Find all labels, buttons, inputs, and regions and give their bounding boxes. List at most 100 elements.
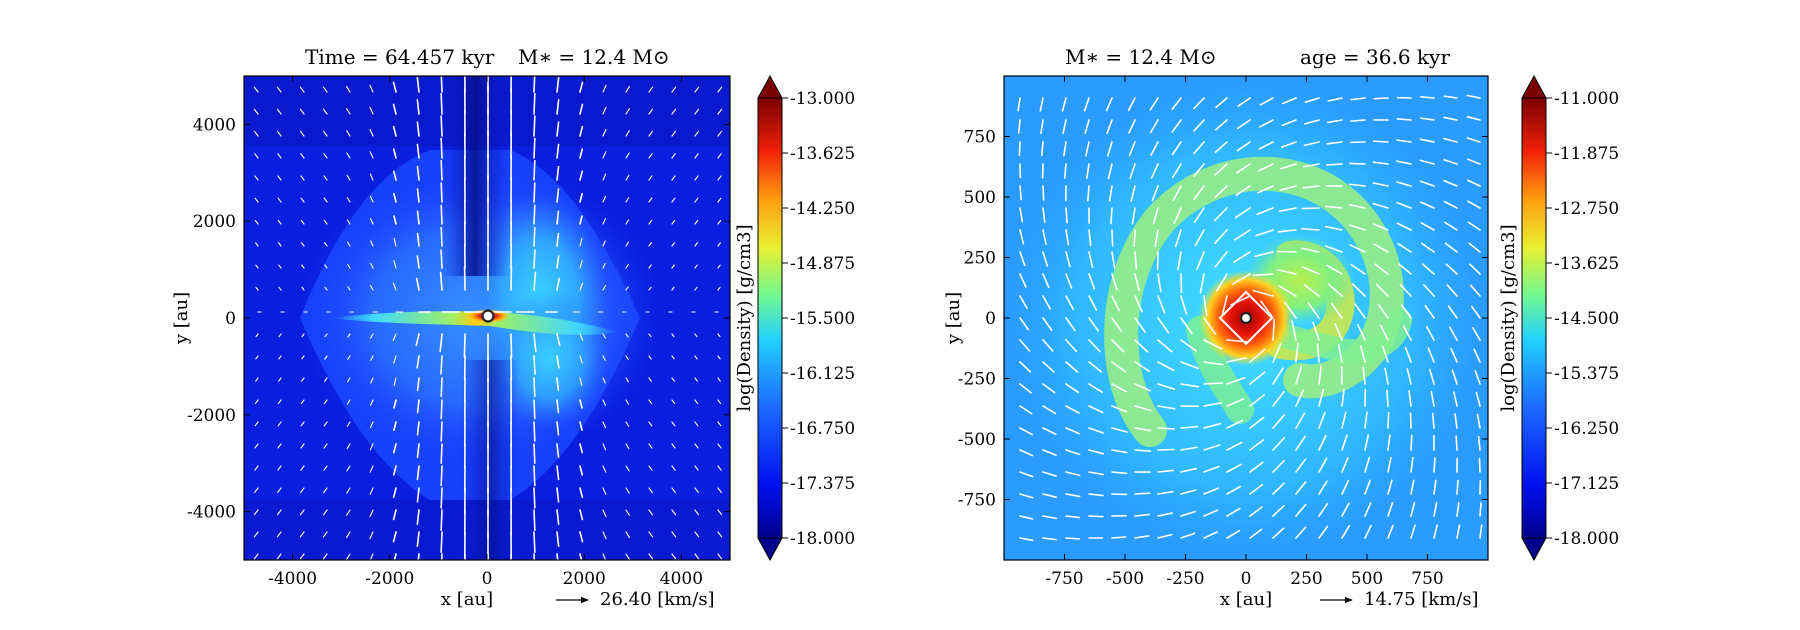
velocity-vector	[254, 487, 259, 494]
velocity-vector	[717, 531, 723, 538]
velocity-vector	[1065, 405, 1080, 414]
velocity-vector	[440, 553, 443, 560]
velocity-vector	[648, 175, 653, 181]
velocity-vector	[1419, 117, 1435, 121]
velocity-vector	[1149, 119, 1159, 134]
x-tick-label: 750	[1411, 569, 1443, 589]
velocity-vector	[671, 443, 676, 449]
velocity-vector	[254, 219, 259, 225]
left-title-mass: M∗ = 12.4 M⊙	[518, 45, 670, 69]
velocity-vector	[369, 487, 374, 495]
velocity-vector	[1349, 162, 1366, 165]
velocity-vector	[323, 443, 328, 449]
velocity-vector	[276, 531, 282, 538]
velocity-vector	[1301, 227, 1320, 231]
velocity-vector	[1375, 283, 1389, 297]
left-ylabel: y [au]	[171, 292, 192, 345]
velocity-vector	[392, 282, 397, 291]
velocity-vector	[300, 130, 305, 137]
velocity-vector	[1134, 295, 1143, 313]
velocity-vector	[1272, 414, 1285, 429]
velocity-vector	[1372, 223, 1389, 231]
velocity-vector	[1065, 273, 1073, 289]
velocity-vector	[579, 553, 583, 560]
velocity-vector	[648, 443, 653, 449]
velocity-vector	[1180, 489, 1197, 495]
right-colorbar: -11.000 -11.875 -12.750 -13.625 -14.500 -15.3…	[1498, 74, 1619, 562]
velocity-vector	[694, 153, 699, 159]
velocity-vector	[346, 174, 351, 181]
x-tick-label: 0	[482, 569, 493, 589]
velocity-vector	[694, 465, 699, 471]
velocity-vector	[1277, 229, 1297, 233]
velocity-vector	[277, 130, 282, 137]
velocity-vector	[322, 509, 328, 516]
velocity-vector	[1042, 229, 1047, 245]
velocity-vector	[648, 355, 652, 360]
velocity-vector	[533, 271, 537, 291]
velocity-vector	[322, 108, 328, 115]
velocity-vector	[347, 333, 351, 338]
velocity-vector	[648, 108, 654, 115]
velocity-vector	[1065, 471, 1081, 477]
velocity-vector	[440, 421, 443, 442]
velocity-vector	[299, 108, 305, 115]
velocity-vector	[1134, 383, 1152, 392]
velocity-vector	[533, 182, 536, 203]
x-tick-label: -4000	[268, 569, 317, 589]
velocity-vector	[277, 443, 282, 449]
velocity-vector	[301, 242, 305, 247]
velocity-vector	[602, 262, 606, 269]
velocity-vector	[556, 143, 560, 159]
velocity-vector	[1312, 321, 1320, 341]
x-tick-label: -750	[1045, 569, 1083, 589]
velocity-vector	[255, 333, 259, 338]
velocity-vector	[1157, 490, 1174, 495]
velocity-vector	[1445, 263, 1458, 275]
velocity-vector	[648, 219, 653, 225]
right-plot-area: -750 -500 -250 0 250 500 750 750 500 250 0 -250 -500…	[958, 75, 1489, 589]
velocity-vector	[556, 553, 559, 560]
velocity-vector	[1065, 537, 1081, 540]
velocity-vector	[323, 130, 328, 137]
velocity-vector	[717, 487, 722, 494]
velocity-vector	[299, 553, 305, 560]
velocity-vector	[392, 333, 397, 342]
velocity-vector	[1065, 251, 1071, 268]
velocity-vector	[278, 242, 282, 247]
velocity-vector	[579, 237, 583, 247]
velocity-vector	[1042, 449, 1057, 456]
velocity-vector	[1272, 437, 1286, 451]
velocity-vector	[1193, 185, 1205, 200]
velocity-vector	[625, 355, 629, 360]
left-star-marker	[481, 309, 495, 323]
velocity-vector	[1017, 97, 1021, 112]
velocity-vector	[717, 421, 722, 427]
velocity-vector	[1203, 444, 1221, 451]
velocity-vector	[1226, 485, 1242, 495]
velocity-vector	[579, 531, 584, 543]
velocity-vector	[1249, 461, 1264, 473]
velocity-vector	[717, 377, 721, 382]
velocity-vector	[1272, 482, 1285, 495]
velocity-vector	[1180, 361, 1200, 370]
velocity-vector	[625, 85, 630, 93]
velocity-vector	[300, 465, 305, 471]
velocity-vector	[277, 465, 282, 471]
velocity-vector	[1180, 425, 1199, 429]
velocity-vector	[1088, 493, 1104, 497]
velocity-vector	[416, 399, 420, 414]
velocity-vector	[1019, 229, 1025, 245]
velocity-vector	[1295, 342, 1299, 363]
velocity-vector	[1249, 371, 1266, 385]
velocity-vector	[277, 399, 282, 404]
velocity-vector	[1203, 317, 1217, 336]
velocity-vector	[717, 465, 722, 471]
velocity-vector	[1019, 361, 1032, 373]
velocity-vector	[1215, 97, 1228, 109]
velocity-vector	[416, 355, 420, 369]
velocity-vector	[393, 237, 397, 247]
velocity-vector	[625, 241, 629, 247]
colorbar-tick-label: -15.375	[1554, 364, 1619, 384]
velocity-vector	[694, 531, 700, 538]
